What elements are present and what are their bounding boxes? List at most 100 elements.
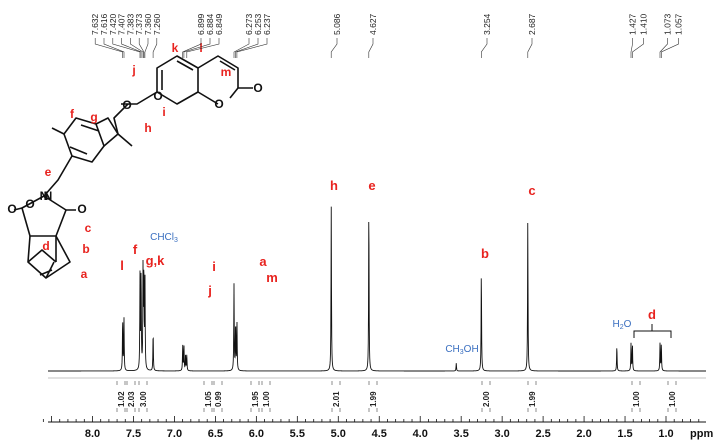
integral-value: 2.01: [332, 391, 341, 407]
integral-bracket: [116, 381, 126, 385]
structure-bond: [27, 236, 57, 263]
assignment-label: d: [648, 307, 656, 322]
atom-label: O: [214, 97, 223, 111]
structure-bond: [43, 155, 73, 197]
peak-ppm-label: 7.260: [152, 13, 162, 35]
structure-bond: [219, 60, 236, 71]
structure-label: f: [70, 107, 75, 121]
integral-value: 3.00: [139, 391, 148, 407]
structure-label: h: [144, 121, 151, 135]
peak-ppm-connector: [661, 38, 679, 58]
integral-value: 1.99: [528, 391, 537, 407]
atom-label: O: [25, 197, 34, 211]
integral-bracket: [631, 381, 641, 385]
structure-bond: [161, 60, 194, 90]
peak-ppm-label: 6.899: [196, 13, 206, 35]
integral-bracket: [261, 408, 271, 412]
peak-ppm-label: 6.273: [244, 13, 254, 35]
peak-ppm-connector: [233, 38, 250, 58]
solvent-labels: CHCl3 CH3OH H2O: [150, 232, 632, 356]
atom-label: O: [77, 202, 86, 216]
assignment-label: j: [207, 283, 212, 298]
peak-ppm-label: 4.627: [368, 13, 378, 35]
spectrum-trace: [48, 206, 706, 372]
peak-ppm-connector: [94, 38, 123, 58]
integral-bracket: [116, 408, 126, 412]
structure-label: c: [85, 221, 92, 235]
integral-value: 0.99: [214, 391, 223, 407]
peak-ppm-connector: [152, 38, 158, 58]
integral-bracket: [527, 381, 537, 385]
peak-ppm-label: 1.057: [674, 13, 684, 35]
peak-ppm-label: 6.849: [214, 13, 224, 35]
structure-bond: [229, 87, 253, 99]
assignment-label: b: [481, 246, 489, 261]
assignment-label: m: [266, 270, 278, 285]
assignment-label: h: [330, 178, 338, 193]
assignment-label: l: [120, 258, 124, 273]
peak-ppm-connector: [632, 38, 644, 58]
structure-label: l: [199, 41, 202, 55]
structure-label: k: [172, 41, 179, 55]
peak-ppm-label: 6.237: [262, 13, 272, 35]
structure-label: d: [42, 239, 49, 253]
integral-value: 1.02: [117, 391, 126, 407]
assignment-label: e: [368, 178, 375, 193]
integral-bracket: [138, 408, 148, 412]
integral-value: 1.00: [632, 391, 641, 407]
structure-bond: [121, 91, 158, 105]
d-bracket: [633, 330, 672, 338]
integral-bracket: [213, 408, 223, 412]
integral-bracket: [331, 408, 341, 412]
peak-ppm-label: 7.383: [125, 13, 135, 35]
solvent-label: H2O: [613, 319, 632, 331]
peak-ppm-label: 2.687: [527, 13, 537, 35]
peak-ppm-label: 6.253: [253, 13, 263, 35]
structure-bond: [21, 195, 67, 237]
atom-label: O: [153, 89, 162, 103]
peak-ppm-connector: [236, 38, 268, 58]
integral-bracket: [203, 408, 213, 412]
peak-ppm-label: 7.360: [143, 13, 153, 35]
x-tick-label: 3.5: [454, 428, 469, 440]
peak-ppm-label: 7.373: [134, 13, 144, 35]
x-tick-label: 4.0: [413, 428, 428, 440]
structure-bond: [103, 103, 129, 147]
peak-ppm-connector: [103, 38, 125, 58]
structure-label: g: [90, 110, 97, 124]
x-tick-label: 2.0: [576, 428, 591, 440]
structure-bond: [63, 117, 105, 163]
x-tick-label: 7.0: [167, 428, 182, 440]
peak-ppm-connector: [368, 38, 374, 58]
integral-bracket: [126, 381, 136, 385]
atom-label: N: [40, 189, 49, 203]
integral-value: 1.95: [251, 391, 260, 407]
spectrum-line: [48, 206, 706, 372]
structure-bond: [156, 55, 199, 105]
x-tick-label: 2.5: [535, 428, 550, 440]
integral-bracket: [667, 408, 677, 412]
integral-value: 1.00: [262, 391, 271, 407]
peak-ppm-connector: [527, 38, 533, 58]
structure-bond: [117, 133, 133, 147]
peak-ppm-connector: [182, 38, 202, 58]
structure-label: i: [162, 105, 165, 119]
integral-bracket: [213, 381, 223, 385]
ppm-axis: 8.0 7.5 7.0 6.5 6.0 5.5 5.0 4.5 4.0 3.5 3.0 2.5 2.0 1…: [42, 416, 713, 440]
peak-ppm-label: 3.254: [482, 13, 492, 35]
peak-ppm-connector: [138, 38, 145, 58]
peak-ppm-label: 5.086: [332, 13, 342, 35]
atom-label: O: [7, 202, 16, 216]
assignment-label: i: [212, 259, 216, 274]
structure-bond: [69, 124, 100, 155]
integral-value: 1.05: [204, 391, 213, 407]
x-tick-label: 7.5: [126, 428, 141, 440]
x-axis-label: ppm: [690, 428, 713, 440]
solvent-label: CH3OH: [445, 344, 478, 356]
peak-ppm-label: 1.427: [628, 13, 638, 35]
integral-bracket: [631, 408, 641, 412]
peak-ppm-connector: [330, 38, 338, 58]
peak-ppm-label: 1.410: [639, 13, 649, 35]
integral-value: 2.03: [127, 391, 136, 407]
